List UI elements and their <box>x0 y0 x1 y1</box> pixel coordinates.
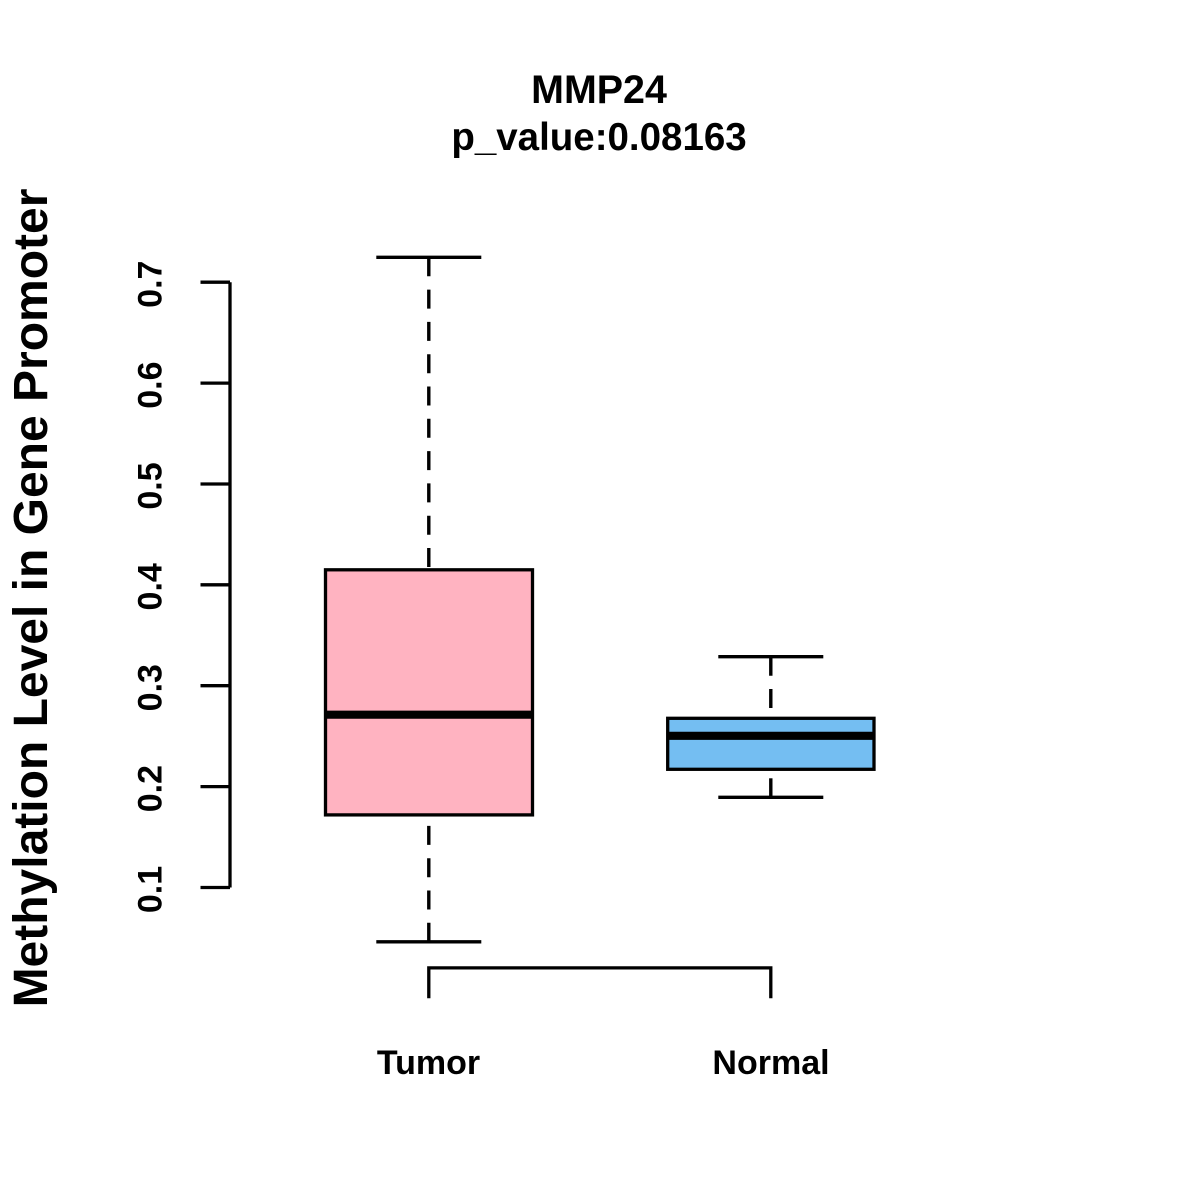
svg-text:Normal: Normal <box>712 1044 829 1082</box>
svg-text:p_value:0.08163: p_value:0.08163 <box>451 116 746 159</box>
svg-text:0.2: 0.2 <box>132 765 170 812</box>
svg-text:0.1: 0.1 <box>132 866 170 913</box>
svg-text:Tumor: Tumor <box>377 1044 480 1082</box>
svg-text:MMP24: MMP24 <box>531 68 667 112</box>
svg-text:0.6: 0.6 <box>132 361 170 408</box>
svg-text:0.4: 0.4 <box>132 563 170 610</box>
svg-text:Methylation Level in Gene Prom: Methylation Level in Gene Promoter <box>5 189 58 1008</box>
svg-text:0.7: 0.7 <box>132 261 170 308</box>
svg-text:0.3: 0.3 <box>132 664 170 711</box>
svg-text:0.5: 0.5 <box>132 462 170 509</box>
